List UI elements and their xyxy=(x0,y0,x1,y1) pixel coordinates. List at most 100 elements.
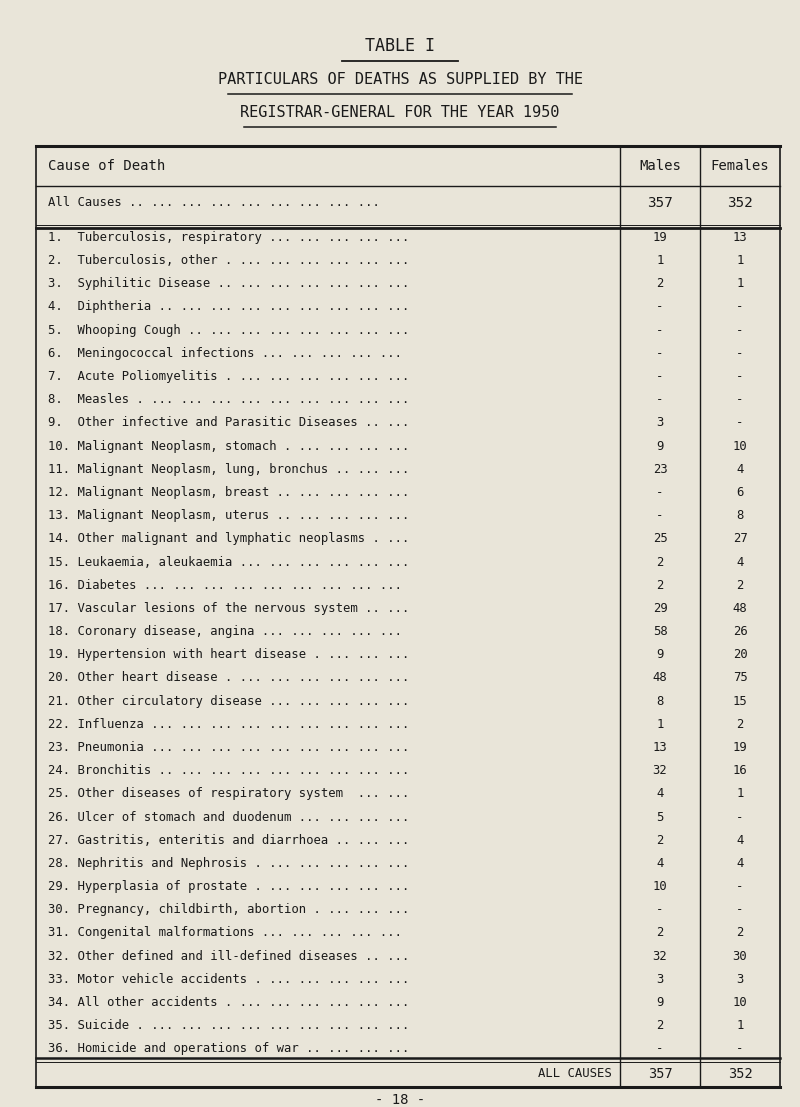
Text: -: - xyxy=(656,370,664,383)
Text: 19: 19 xyxy=(653,231,667,244)
Text: 48: 48 xyxy=(653,672,667,684)
Text: 2.  Tuberculosis, other . ... ... ... ... ... ...: 2. Tuberculosis, other . ... ... ... ...… xyxy=(48,255,410,267)
Text: 3: 3 xyxy=(656,416,664,430)
Text: 20. Other heart disease . ... ... ... ... ... ...: 20. Other heart disease . ... ... ... ..… xyxy=(48,672,410,684)
Text: Males: Males xyxy=(639,159,681,173)
Text: 22. Influenza ... ... ... ... ... ... ... ... ...: 22. Influenza ... ... ... ... ... ... ..… xyxy=(48,717,410,731)
Text: 10: 10 xyxy=(653,880,667,893)
Text: 26. Ulcer of stomach and duodenum ... ... ... ...: 26. Ulcer of stomach and duodenum ... ..… xyxy=(48,810,410,824)
Text: 25: 25 xyxy=(653,532,667,546)
Text: -: - xyxy=(736,300,744,313)
Text: 5: 5 xyxy=(656,810,664,824)
Text: 1: 1 xyxy=(736,255,744,267)
Text: 1: 1 xyxy=(656,717,664,731)
Text: 4: 4 xyxy=(736,463,744,476)
Text: 9: 9 xyxy=(656,439,664,453)
Text: 23. Pneumonia ... ... ... ... ... ... ... ... ...: 23. Pneumonia ... ... ... ... ... ... ..… xyxy=(48,741,410,754)
Text: 2: 2 xyxy=(656,579,664,592)
Text: 4: 4 xyxy=(736,834,744,847)
Text: -: - xyxy=(736,323,744,337)
Text: 3: 3 xyxy=(656,973,664,986)
Text: 25. Other diseases of respiratory system  ... ...: 25. Other diseases of respiratory system… xyxy=(48,787,410,800)
Text: 35. Suicide . ... ... ... ... ... ... ... ... ...: 35. Suicide . ... ... ... ... ... ... ..… xyxy=(48,1020,410,1032)
Text: 4: 4 xyxy=(736,556,744,569)
Text: 28. Nephritis and Nephrosis . ... ... ... ... ...: 28. Nephritis and Nephrosis . ... ... ..… xyxy=(48,857,410,870)
Text: REGISTRAR-GENERAL FOR THE YEAR 1950: REGISTRAR-GENERAL FOR THE YEAR 1950 xyxy=(240,105,560,121)
Text: - 18 -: - 18 - xyxy=(375,1094,425,1107)
Text: 357: 357 xyxy=(648,1067,672,1080)
Text: 30: 30 xyxy=(733,950,747,963)
Text: -: - xyxy=(656,903,664,917)
Text: 1: 1 xyxy=(736,1020,744,1032)
Text: 5.  Whooping Cough .. ... ... ... ... ... ... ...: 5. Whooping Cough .. ... ... ... ... ...… xyxy=(48,323,410,337)
Text: 2: 2 xyxy=(736,717,744,731)
Text: -: - xyxy=(656,323,664,337)
Text: 10: 10 xyxy=(733,996,747,1010)
Text: 29. Hyperplasia of prostate . ... ... ... ... ...: 29. Hyperplasia of prostate . ... ... ..… xyxy=(48,880,410,893)
Text: -: - xyxy=(736,393,744,406)
Text: 1: 1 xyxy=(656,255,664,267)
Text: 6.  Meningococcal infections ... ... ... ... ...: 6. Meningococcal infections ... ... ... … xyxy=(48,346,402,360)
Text: 24. Bronchitis .. ... ... ... ... ... ... ... ...: 24. Bronchitis .. ... ... ... ... ... ..… xyxy=(48,764,410,777)
Text: 36. Homicide and operations of war .. ... ... ...: 36. Homicide and operations of war .. ..… xyxy=(48,1043,410,1055)
Text: 1.  Tuberculosis, respiratory ... ... ... ... ...: 1. Tuberculosis, respiratory ... ... ...… xyxy=(48,231,410,244)
Text: 30. Pregnancy, childbirth, abortion . ... ... ...: 30. Pregnancy, childbirth, abortion . ..… xyxy=(48,903,410,917)
Text: 19: 19 xyxy=(733,741,747,754)
Text: Cause of Death: Cause of Death xyxy=(48,159,166,173)
Text: 2: 2 xyxy=(656,1020,664,1032)
Text: 13. Malignant Neoplasm, uterus .. ... ... ... ...: 13. Malignant Neoplasm, uterus .. ... ..… xyxy=(48,509,410,523)
Text: 2: 2 xyxy=(656,556,664,569)
Text: 33. Motor vehicle accidents . ... ... ... ... ...: 33. Motor vehicle accidents . ... ... ..… xyxy=(48,973,410,986)
Text: 21. Other circulatory disease ... ... ... ... ...: 21. Other circulatory disease ... ... ..… xyxy=(48,694,410,707)
Text: 58: 58 xyxy=(653,625,667,638)
Text: 9: 9 xyxy=(656,649,664,661)
Text: 11. Malignant Neoplasm, lung, bronchus .. ... ...: 11. Malignant Neoplasm, lung, bronchus .… xyxy=(48,463,410,476)
Text: 34. All other accidents . ... ... ... ... ... ...: 34. All other accidents . ... ... ... ..… xyxy=(48,996,410,1010)
Text: 13: 13 xyxy=(733,231,747,244)
Text: ALL CAUSES: ALL CAUSES xyxy=(538,1067,612,1080)
Text: 4.  Diphtheria .. ... ... ... ... ... ... ... ...: 4. Diphtheria .. ... ... ... ... ... ...… xyxy=(48,300,410,313)
Text: -: - xyxy=(736,346,744,360)
Text: 18. Coronary disease, angina ... ... ... ... ...: 18. Coronary disease, angina ... ... ...… xyxy=(48,625,402,638)
Text: 357: 357 xyxy=(647,196,673,209)
Text: 31. Congenital malformations ... ... ... ... ...: 31. Congenital malformations ... ... ...… xyxy=(48,927,402,940)
Text: 29: 29 xyxy=(653,602,667,614)
Text: 8.  Measles . ... ... ... ... ... ... ... ... ...: 8. Measles . ... ... ... ... ... ... ...… xyxy=(48,393,410,406)
Text: 2: 2 xyxy=(736,579,744,592)
Text: All Causes .. ... ... ... ... ... ... ... ...: All Causes .. ... ... ... ... ... ... ..… xyxy=(48,196,380,209)
Text: TABLE I: TABLE I xyxy=(365,38,435,55)
Text: 16. Diabetes ... ... ... ... ... ... ... ... ...: 16. Diabetes ... ... ... ... ... ... ...… xyxy=(48,579,402,592)
Text: 2: 2 xyxy=(656,277,664,290)
Text: 1: 1 xyxy=(736,277,744,290)
Text: 2: 2 xyxy=(656,927,664,940)
Text: -: - xyxy=(656,393,664,406)
Text: 7.  Acute Poliomyelitis . ... ... ... ... ... ...: 7. Acute Poliomyelitis . ... ... ... ...… xyxy=(48,370,410,383)
Text: 26: 26 xyxy=(733,625,747,638)
Text: 17. Vascular lesions of the nervous system .. ...: 17. Vascular lesions of the nervous syst… xyxy=(48,602,410,614)
Text: 48: 48 xyxy=(733,602,747,614)
Text: -: - xyxy=(736,810,744,824)
Text: 27. Gastritis, enteritis and diarrhoea .. ... ...: 27. Gastritis, enteritis and diarrhoea .… xyxy=(48,834,410,847)
Text: 3: 3 xyxy=(736,973,744,986)
Text: 4: 4 xyxy=(656,857,664,870)
Text: 32: 32 xyxy=(653,764,667,777)
Text: 27: 27 xyxy=(733,532,747,546)
Text: 14. Other malignant and lymphatic neoplasms . ...: 14. Other malignant and lymphatic neopla… xyxy=(48,532,410,546)
Text: 32. Other defined and ill-defined diseases .. ...: 32. Other defined and ill-defined diseas… xyxy=(48,950,410,963)
Text: 13: 13 xyxy=(653,741,667,754)
Text: 9.  Other infective and Parasitic Diseases .. ...: 9. Other infective and Parasitic Disease… xyxy=(48,416,410,430)
Text: -: - xyxy=(656,346,664,360)
Text: 2: 2 xyxy=(656,834,664,847)
Text: Females: Females xyxy=(710,159,770,173)
Text: 10. Malignant Neoplasm, stomach . ... ... ... ...: 10. Malignant Neoplasm, stomach . ... ..… xyxy=(48,439,410,453)
Text: 1: 1 xyxy=(736,787,744,800)
Text: PARTICULARS OF DEATHS AS SUPPLIED BY THE: PARTICULARS OF DEATHS AS SUPPLIED BY THE xyxy=(218,72,582,87)
Text: 32: 32 xyxy=(653,950,667,963)
Text: -: - xyxy=(736,903,744,917)
Text: -: - xyxy=(736,1043,744,1055)
Text: 6: 6 xyxy=(736,486,744,499)
Text: 9: 9 xyxy=(656,996,664,1010)
Text: 10: 10 xyxy=(733,439,747,453)
Text: 4: 4 xyxy=(656,787,664,800)
Text: 15: 15 xyxy=(733,694,747,707)
